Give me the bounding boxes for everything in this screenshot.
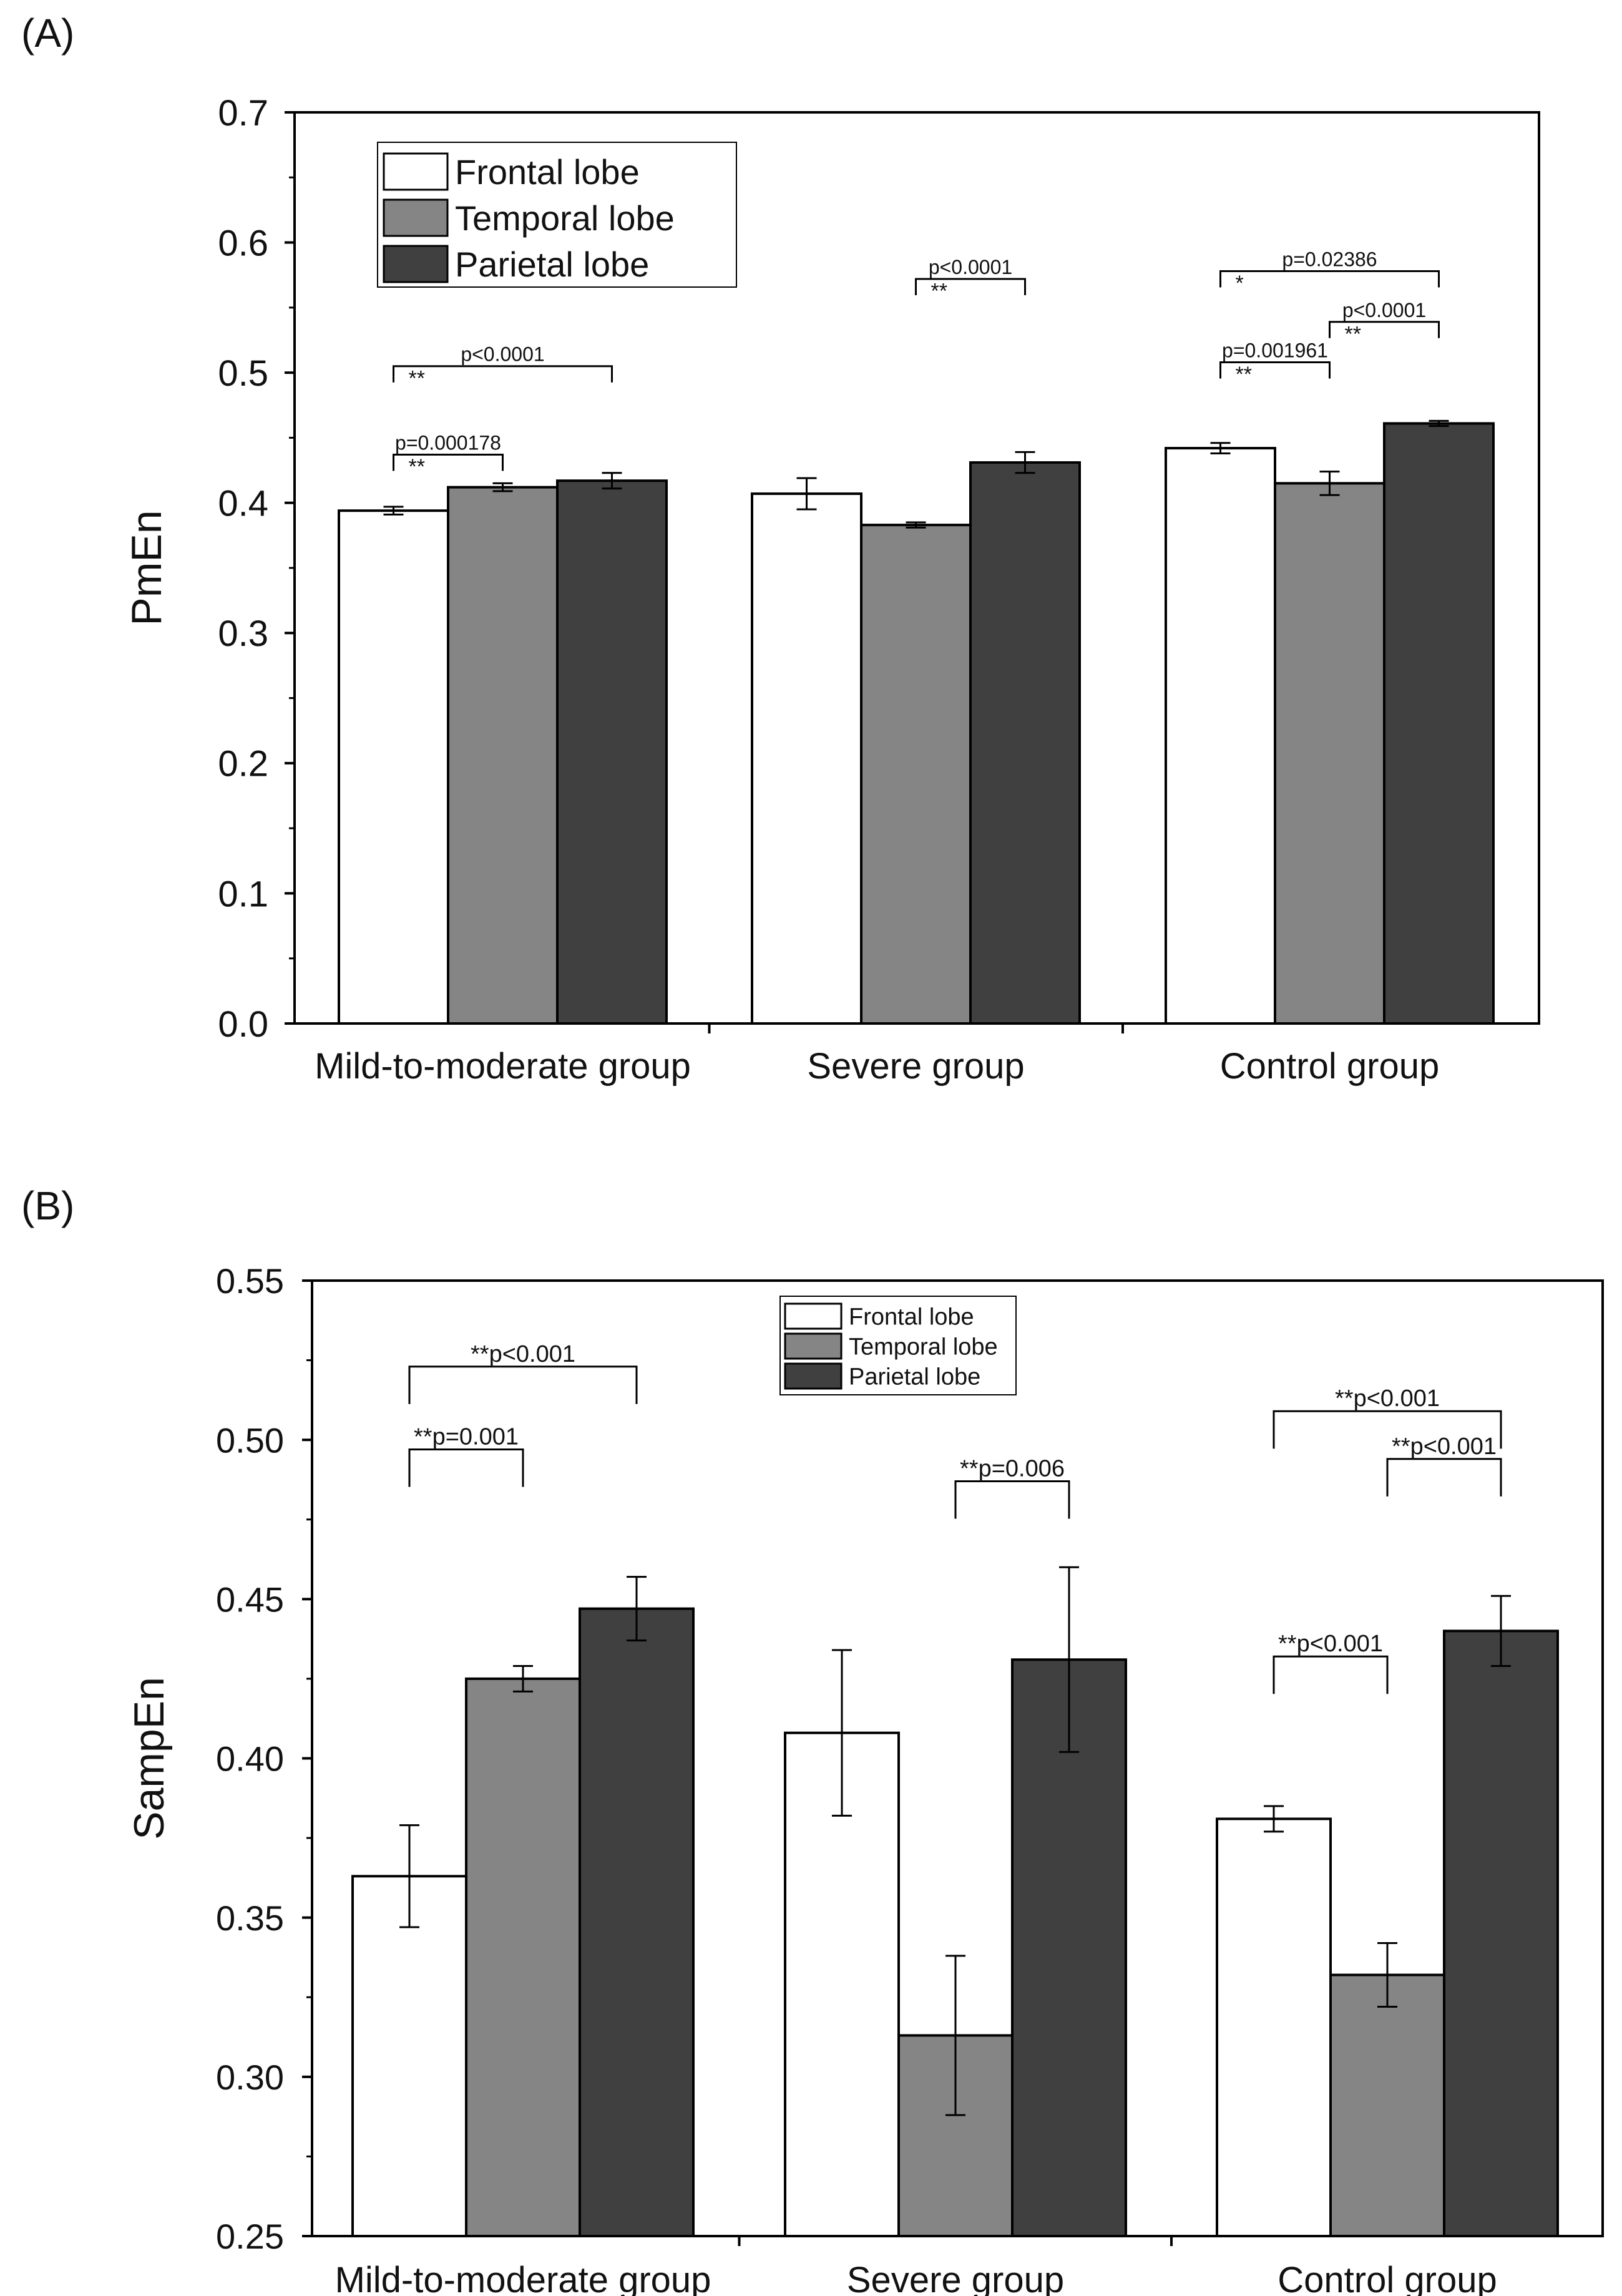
legend-entry: Parietal lobe bbox=[849, 1364, 980, 1390]
legend-entry: Temporal lobe bbox=[849, 1334, 998, 1361]
y-tick-label: 0.55 bbox=[216, 1261, 284, 1301]
legend-swatch bbox=[784, 1332, 843, 1360]
y-tick-label: 0.50 bbox=[216, 1420, 284, 1460]
significance-bracket bbox=[954, 1480, 1070, 1519]
y-tick-label: 0.0 bbox=[218, 1004, 268, 1045]
y-tick-label: 0.35 bbox=[216, 1898, 284, 1938]
x-category-label: Control group bbox=[1278, 2260, 1497, 2296]
bar-parietal-lobe bbox=[1443, 1629, 1559, 2238]
significance-label: p<0.0001 bbox=[929, 256, 1012, 278]
bar-parietal-lobe bbox=[1011, 1658, 1127, 2237]
y-tick-label: 0.40 bbox=[216, 1739, 284, 1779]
legend-swatch bbox=[383, 245, 449, 283]
significance-bracket bbox=[1273, 1655, 1389, 1694]
significance-bracket bbox=[1219, 270, 1440, 288]
y-axis-label: PmEn bbox=[123, 510, 170, 625]
panel-label-a: (A) bbox=[21, 11, 75, 56]
significance-label: p=0.001961 bbox=[1222, 339, 1328, 361]
chart-b: 0.25 0.30 0.35 0.40 0.45 0.50 0.55 SampEn Mild-t… bbox=[125, 1261, 1604, 2296]
legend-entry: Frontal lobe bbox=[455, 152, 640, 192]
x-category-label: Mild-to-moderate group bbox=[335, 2260, 711, 2296]
significance-bracket bbox=[1386, 1458, 1502, 1497]
x-category-label: Severe group bbox=[847, 2260, 1064, 2296]
y-tick-label: 0.3 bbox=[218, 613, 268, 654]
significance-label: **p<0.001 bbox=[1278, 1631, 1383, 1657]
significance-stars: ** bbox=[409, 455, 425, 479]
significance-stars: ** bbox=[409, 366, 425, 390]
significance-bracket bbox=[1219, 361, 1331, 379]
x-category-label: Mild-to-moderate group bbox=[315, 1046, 691, 1087]
bar-temporal-lobe bbox=[1274, 482, 1385, 1025]
legend-entry: Temporal lobe bbox=[455, 198, 675, 238]
bar-frontal-lobe bbox=[1165, 447, 1276, 1025]
bar-frontal-lobe bbox=[351, 1875, 467, 2237]
significance-stars: ** bbox=[1236, 363, 1252, 386]
y-tick-label: 0.6 bbox=[218, 223, 268, 263]
significance-bracket bbox=[1329, 321, 1440, 338]
significance-bracket bbox=[915, 278, 1026, 295]
x-category-label: Severe group bbox=[807, 1046, 1024, 1087]
bar-temporal-lobe bbox=[465, 1677, 581, 2238]
legend-swatch bbox=[784, 1302, 843, 1330]
y-tick-label: 0.30 bbox=[216, 2058, 284, 2097]
significance-stars: ** bbox=[931, 280, 947, 303]
bar-parietal-lobe bbox=[556, 479, 668, 1025]
legend-swatch bbox=[383, 152, 449, 191]
y-tick-label: 0.7 bbox=[218, 93, 268, 134]
legend-swatch bbox=[784, 1362, 843, 1390]
significance-label: **p<0.001 bbox=[1392, 1434, 1497, 1460]
significance-stars: * bbox=[1236, 271, 1244, 295]
y-axis-label: SampEn bbox=[125, 1677, 173, 1840]
significance-label: **p=0.006 bbox=[960, 1456, 1065, 1482]
bar-temporal-lobe bbox=[1329, 1973, 1445, 2237]
bar-temporal-lobe bbox=[447, 486, 559, 1025]
x-category-label: Control group bbox=[1220, 1046, 1439, 1087]
y-tick-label: 0.5 bbox=[218, 353, 268, 394]
significance-label: **p<0.001 bbox=[471, 1341, 575, 1367]
bar-frontal-lobe bbox=[338, 509, 449, 1025]
legend-swatch bbox=[383, 198, 449, 237]
significance-bracket bbox=[393, 454, 504, 471]
legend-entry: Frontal lobe bbox=[849, 1304, 974, 1331]
significance-stars: ** bbox=[1345, 322, 1361, 346]
y-tick-label: 0.2 bbox=[218, 744, 268, 784]
significance-label: p<0.0001 bbox=[1342, 299, 1426, 321]
bar-temporal-lobe bbox=[860, 524, 972, 1025]
bar-frontal-lobe bbox=[1216, 1817, 1332, 2238]
bar-frontal-lobe bbox=[784, 1731, 900, 2237]
chart-a: 0.0 0.1 0.2 0.3 0.4 0.5 0.6 0.7 PmEn Mild-to-mode… bbox=[123, 93, 1540, 1087]
bar-parietal-lobe bbox=[1383, 422, 1495, 1025]
y-tick-label: 0.4 bbox=[218, 484, 268, 524]
bar-frontal-lobe bbox=[751, 492, 862, 1025]
y-tick-label: 0.25 bbox=[216, 2217, 284, 2256]
panel-label-b: (B) bbox=[21, 1183, 75, 1228]
significance-bracket bbox=[408, 1365, 638, 1404]
bar-parietal-lobe bbox=[579, 1607, 695, 2237]
significance-bracket bbox=[408, 1448, 524, 1487]
significance-bracket bbox=[1273, 1410, 1502, 1449]
significance-label: p=0.02386 bbox=[1282, 248, 1377, 270]
bar-parietal-lobe bbox=[969, 461, 1081, 1025]
legend-entry: Parietal lobe bbox=[455, 245, 649, 284]
significance-label: p=0.000178 bbox=[395, 432, 501, 454]
y-tick-label: 0.45 bbox=[216, 1580, 284, 1619]
y-tick-label: 0.1 bbox=[218, 874, 268, 914]
significance-label: **p<0.001 bbox=[1335, 1385, 1440, 1412]
significance-bracket bbox=[393, 365, 613, 383]
significance-label: p<0.0001 bbox=[461, 343, 544, 366]
significance-label: **p=0.001 bbox=[414, 1424, 519, 1450]
